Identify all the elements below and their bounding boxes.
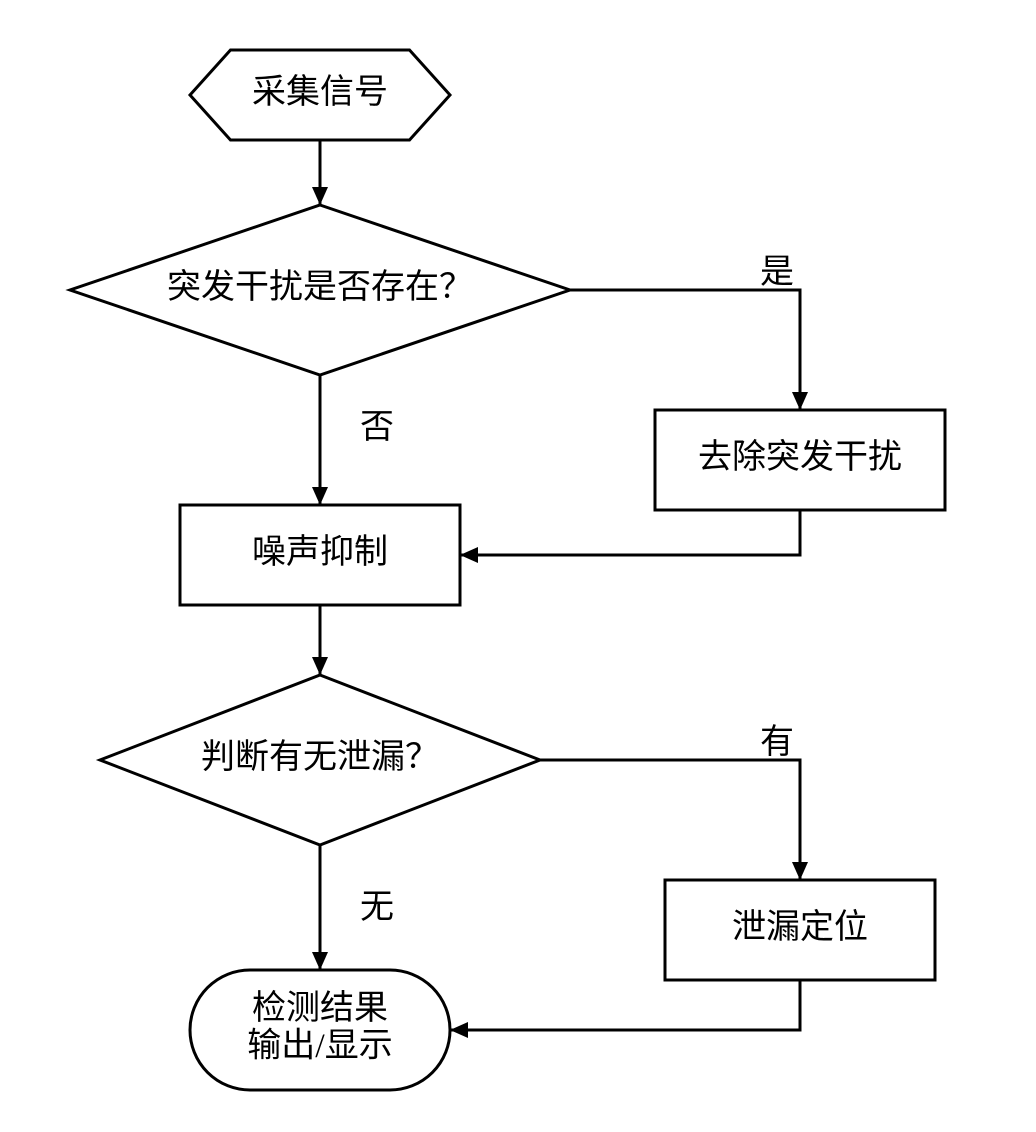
- svg-text:去除突发干扰: 去除突发干扰: [698, 438, 902, 476]
- svg-text:有: 有: [760, 723, 794, 761]
- flowchart: 采集信号突发干扰是否存在？ 去除突发干扰噪声抑制判断有无泄漏？ 泄漏定位检测结果输出…: [0, 0, 1036, 1132]
- svg-text:输出/显示: 输出/显示: [247, 1026, 392, 1064]
- svg-text:否: 否: [360, 409, 394, 446]
- svg-text:检测结果: 检测结果: [252, 989, 388, 1027]
- svg-text:是: 是: [760, 254, 794, 291]
- svg-text:采集信号: 采集信号: [252, 73, 388, 111]
- svg-text:突发干扰是否存在？: 突发干扰是否存在？: [167, 268, 473, 306]
- svg-text:噪声抑制: 噪声抑制: [252, 533, 388, 571]
- svg-text:判断有无泄漏？: 判断有无泄漏？: [201, 738, 439, 776]
- svg-text:泄漏定位: 泄漏定位: [732, 908, 868, 946]
- svg-text:无: 无: [360, 889, 394, 926]
